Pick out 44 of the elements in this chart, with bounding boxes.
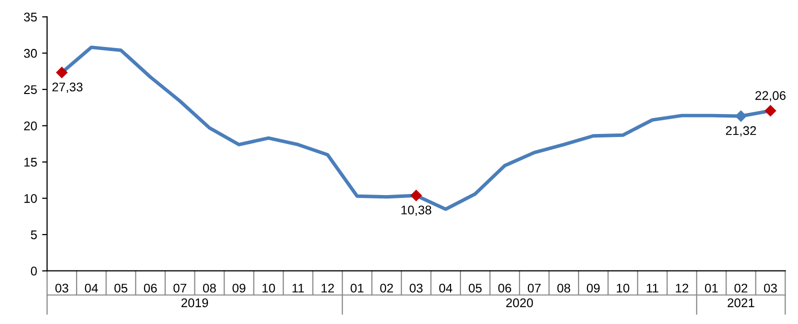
x-tick-label: 04 — [439, 284, 452, 293]
data-label: 27,33 — [52, 82, 82, 93]
x-tick-label: 04 — [84, 284, 98, 293]
y-tick-label: 35 — [24, 12, 37, 22]
point — [56, 66, 68, 78]
x-tick-label: 08 — [557, 284, 570, 293]
x-tick-label: 12 — [676, 284, 688, 292]
text: 2019 — [181, 298, 208, 308]
point — [735, 110, 747, 122]
data-label: 22,06 — [755, 91, 786, 102]
x-tick-label: 07 — [173, 284, 186, 293]
x-tick-label: 01 — [704, 284, 718, 293]
x-tick-label: 05 — [468, 284, 482, 293]
y-tick-label: 30 — [24, 48, 37, 58]
x-tick-label: 02 — [380, 284, 393, 293]
y-tick-label: 0 — [30, 266, 37, 276]
x-tick-label: 05 — [114, 284, 128, 293]
x-tick-label: 01 — [350, 284, 364, 293]
y-tick-label: 20 — [24, 122, 37, 130]
x-tick-label: 10 — [262, 284, 275, 293]
point — [764, 105, 776, 116]
point — [410, 190, 422, 202]
x-tick-label: 08 — [203, 284, 216, 293]
x-tick-label: 03 — [410, 284, 423, 293]
text: 2021 — [728, 298, 754, 308]
x-tick-label: 09 — [232, 284, 246, 293]
y-tick-label: 5 — [30, 230, 37, 240]
x-tick-label: 06 — [144, 284, 157, 293]
text: 2020 — [506, 298, 533, 308]
data-label: 10,38 — [401, 206, 432, 216]
data-label: 21,32 — [726, 126, 756, 137]
x-tick-label: 11 — [292, 284, 304, 292]
y-tick-label: 15 — [24, 158, 37, 167]
x-tick-label: 12 — [322, 284, 334, 292]
x-tick-label: 03 — [764, 284, 777, 293]
x-tick-label: 03 — [55, 284, 68, 293]
x-tick-label: 06 — [498, 284, 512, 293]
y-tick-label: 10 — [24, 194, 37, 203]
x-tick-label: 09 — [586, 284, 600, 293]
x-tick-label: 07 — [528, 284, 541, 293]
y-tick-label: 25 — [24, 85, 37, 94]
x-tick-label: 11 — [646, 284, 658, 292]
x-tick-label: 10 — [616, 284, 630, 293]
x-tick-label: 02 — [734, 284, 748, 293]
